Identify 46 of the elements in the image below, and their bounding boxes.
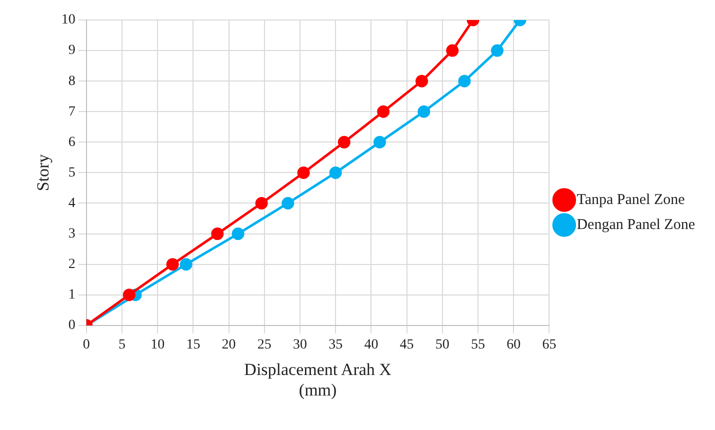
- x-tick-label: 40: [364, 337, 378, 352]
- point: [446, 44, 459, 57]
- x-tick-label: 30: [293, 337, 308, 352]
- y-tick-label: 1: [68, 288, 76, 303]
- point: [377, 105, 390, 118]
- x-tick-label: 10: [150, 337, 165, 352]
- point: [282, 196, 294, 210]
- x-tick-label: 15: [186, 337, 200, 352]
- point: [166, 258, 179, 271]
- point: [211, 228, 224, 240]
- y-tick-label: 5: [68, 165, 76, 180]
- legend-label: Tanpa Panel Zone: [576, 192, 686, 208]
- y-tick-label: 10: [61, 12, 76, 28]
- x-tick-label: 0: [82, 337, 90, 352]
- point: [329, 166, 342, 179]
- point: [180, 258, 192, 271]
- y-tick-label: 0: [68, 318, 76, 334]
- y-tick-label: 2: [68, 256, 76, 272]
- x-tick-label: 50: [435, 337, 450, 352]
- x-tick-label: 65: [542, 337, 556, 352]
- x-tick-label: 55: [471, 337, 486, 352]
- y-tick-label: 4: [68, 196, 76, 211]
- x-axis-title: Displacement Arah X (mm): [244, 360, 392, 400]
- y-axis-title: Story: [34, 154, 53, 192]
- point: [255, 196, 268, 210]
- point: [490, 44, 504, 57]
- point: [458, 74, 471, 88]
- point: [297, 166, 310, 179]
- y-tick-label: 9: [68, 43, 76, 58]
- point: [232, 228, 244, 240]
- point: [122, 288, 136, 302]
- y-tick-label: 3: [68, 226, 76, 242]
- x-tick-label: 25: [257, 337, 272, 352]
- point: [374, 136, 386, 148]
- x-tick-label: 35: [328, 337, 343, 352]
- x-tick-label: 5: [118, 337, 126, 352]
- y-tick-label: 7: [68, 104, 76, 120]
- point: [338, 136, 350, 148]
- y-tick-label: 6: [68, 134, 76, 150]
- x-tick-label: 20: [222, 337, 236, 352]
- y-tick-label: 8: [68, 74, 76, 89]
- point: [416, 74, 428, 88]
- point: [418, 105, 430, 118]
- x-tick-label: 60: [506, 337, 521, 352]
- x-tick-label: 45: [400, 337, 414, 352]
- legend-label: Dengan Panel Zone: [576, 216, 696, 233]
